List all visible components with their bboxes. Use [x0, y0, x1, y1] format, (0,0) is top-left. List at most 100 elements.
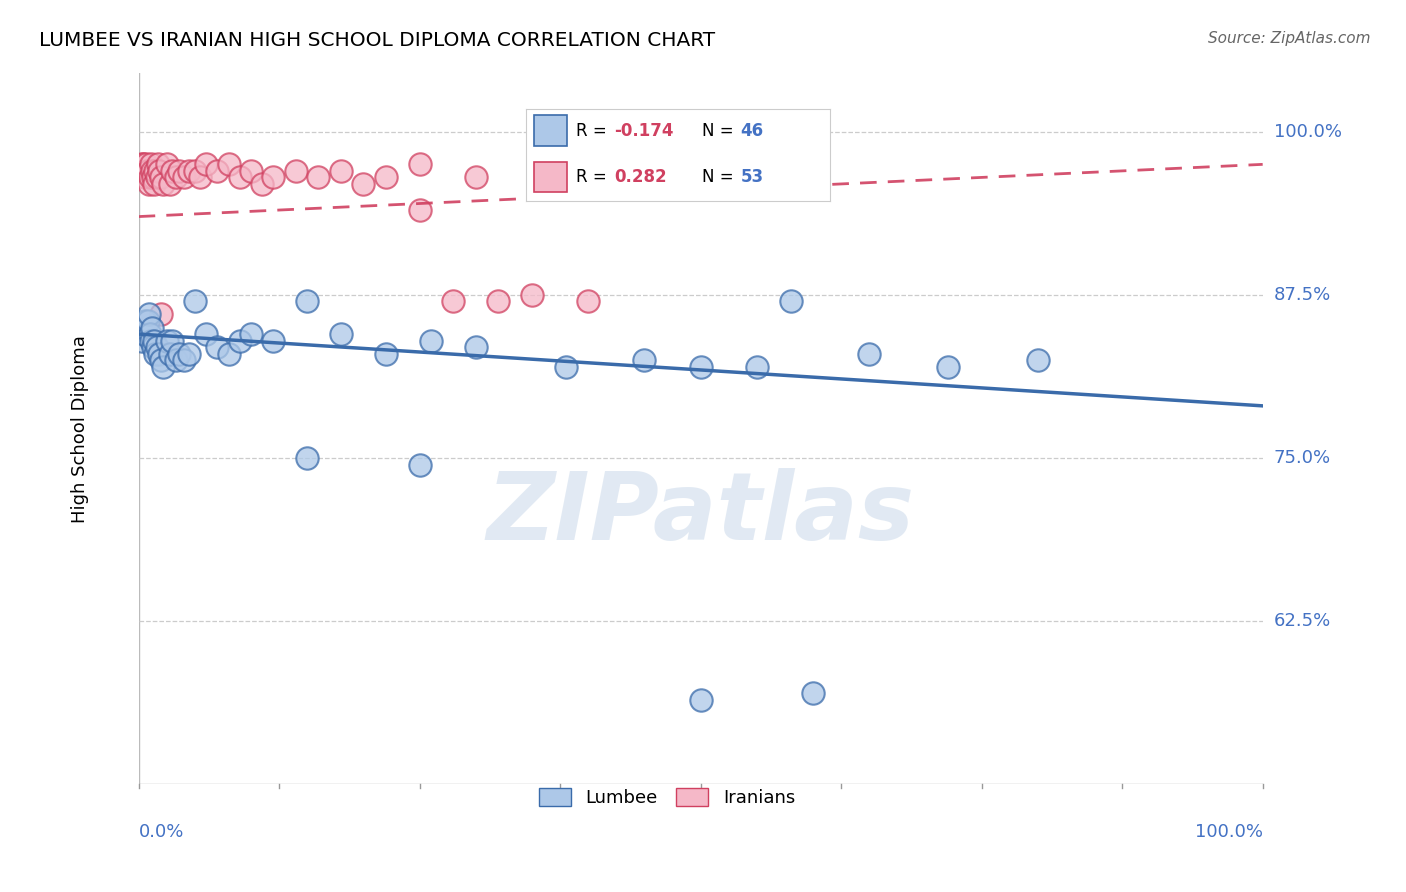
Text: Source: ZipAtlas.com: Source: ZipAtlas.com	[1208, 31, 1371, 46]
Point	[229, 170, 252, 185]
Text: High School Diploma: High School Diploma	[72, 334, 89, 523]
Point	[599, 170, 621, 185]
Point	[143, 177, 166, 191]
Point	[146, 157, 169, 171]
Point	[195, 327, 218, 342]
Point	[136, 164, 159, 178]
Point	[554, 359, 576, 374]
Point	[352, 177, 374, 191]
Point	[142, 170, 165, 185]
Point	[145, 170, 167, 185]
Point	[165, 170, 187, 185]
Point	[141, 164, 163, 178]
Point	[520, 288, 543, 302]
Point	[145, 346, 167, 360]
Point	[165, 353, 187, 368]
Point	[138, 308, 160, 322]
Point	[633, 353, 655, 368]
Point	[138, 177, 160, 191]
Point	[179, 164, 201, 178]
Point	[374, 170, 396, 185]
Point	[150, 353, 173, 368]
Point	[745, 359, 768, 374]
Point	[162, 334, 184, 348]
Point	[159, 346, 181, 360]
Point	[207, 340, 229, 354]
Point	[295, 294, 318, 309]
Point	[329, 164, 352, 178]
Point	[218, 157, 240, 171]
Point	[184, 294, 207, 309]
Point	[184, 164, 207, 178]
Point	[801, 686, 824, 700]
Point	[152, 177, 174, 191]
Point	[441, 294, 464, 309]
Legend: Lumbee, Iranians: Lumbee, Iranians	[531, 780, 803, 814]
Point	[145, 340, 167, 354]
Point	[134, 314, 156, 328]
Point	[801, 170, 824, 185]
Point	[464, 340, 486, 354]
Point	[689, 170, 711, 185]
Point	[152, 359, 174, 374]
Text: 62.5%: 62.5%	[1274, 612, 1331, 631]
Text: 87.5%: 87.5%	[1274, 286, 1331, 304]
Point	[150, 170, 173, 185]
Point	[229, 334, 252, 348]
Text: ZIPatlas: ZIPatlas	[486, 468, 915, 560]
Point	[408, 157, 430, 171]
Point	[858, 346, 880, 360]
Point	[689, 692, 711, 706]
Point	[252, 177, 274, 191]
Point	[419, 334, 441, 348]
Point	[240, 327, 263, 342]
Point	[554, 164, 576, 178]
Point	[666, 177, 689, 191]
Point	[134, 164, 156, 178]
Point	[218, 346, 240, 360]
Point	[143, 334, 166, 348]
Point	[190, 170, 212, 185]
Point	[262, 170, 284, 185]
Point	[131, 334, 153, 348]
Point	[689, 359, 711, 374]
Point	[167, 346, 190, 360]
Point	[148, 164, 170, 178]
Point	[295, 451, 318, 466]
Point	[136, 314, 159, 328]
Point	[159, 177, 181, 191]
Point	[167, 164, 190, 178]
Point	[1026, 353, 1049, 368]
Point	[141, 320, 163, 334]
Point	[374, 346, 396, 360]
Point	[179, 346, 201, 360]
Point	[745, 164, 768, 178]
Text: 0.0%: 0.0%	[139, 823, 184, 841]
Point	[173, 353, 195, 368]
Point	[139, 334, 162, 348]
Text: 75.0%: 75.0%	[1274, 449, 1331, 467]
Point	[134, 327, 156, 342]
Point	[207, 164, 229, 178]
Text: LUMBEE VS IRANIAN HIGH SCHOOL DIPLOMA CORRELATION CHART: LUMBEE VS IRANIAN HIGH SCHOOL DIPLOMA CO…	[39, 31, 716, 50]
Point	[139, 157, 162, 171]
Point	[134, 170, 156, 185]
Text: 100.0%: 100.0%	[1274, 123, 1341, 141]
Point	[131, 157, 153, 171]
Point	[162, 164, 184, 178]
Point	[148, 346, 170, 360]
Point	[329, 327, 352, 342]
Point	[150, 308, 173, 322]
Point	[486, 294, 509, 309]
Point	[195, 157, 218, 171]
Point	[139, 170, 162, 185]
Point	[576, 294, 599, 309]
Point	[408, 202, 430, 217]
Point	[156, 157, 179, 171]
Point	[132, 157, 155, 171]
Text: 100.0%: 100.0%	[1195, 823, 1263, 841]
Point	[135, 157, 157, 171]
Point	[142, 340, 165, 354]
Point	[936, 359, 959, 374]
Point	[240, 164, 263, 178]
